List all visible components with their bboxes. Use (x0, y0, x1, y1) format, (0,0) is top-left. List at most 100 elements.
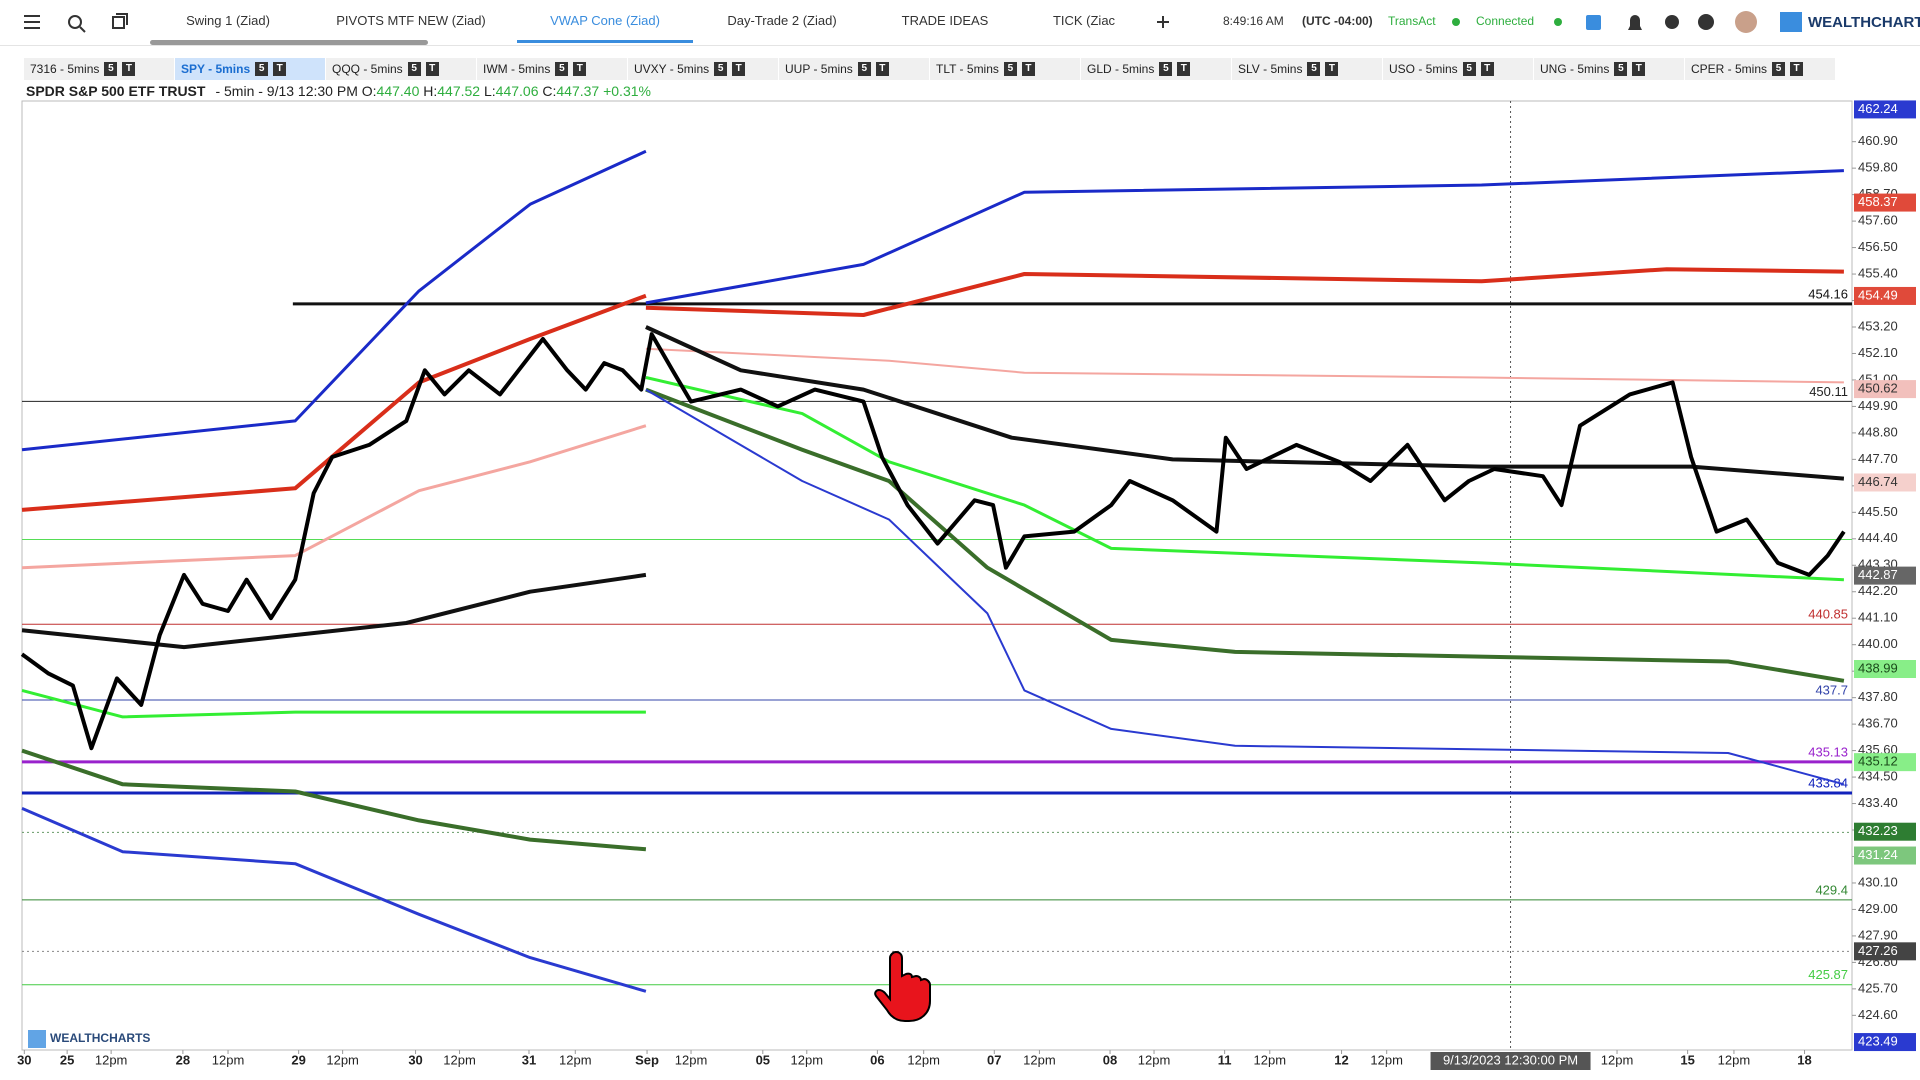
x-tick-label: 12pm (1254, 1052, 1287, 1067)
x-tick-label: 12pm (1023, 1052, 1056, 1067)
price-tag (1854, 380, 1916, 399)
badge[interactable]: 5 (1772, 62, 1786, 76)
badge[interactable]: T (732, 62, 746, 76)
change: +0.31% (603, 83, 651, 99)
symbol-tab[interactable]: QQQ - 5mins 5 T (326, 58, 476, 80)
layout-tab[interactable]: VWAP Cone (Ziad) (550, 13, 660, 28)
layout-tab[interactable]: PIVOTS MTF NEW (Ziad) (336, 13, 486, 28)
price-tag-label: 442.87 (1858, 567, 1898, 582)
price-tag-label: 462.24 (1858, 101, 1898, 116)
badge[interactable]: T (1021, 62, 1035, 76)
badge[interactable]: 5 (1614, 62, 1628, 76)
symbol-tab[interactable]: CPER - 5mins 5 T (1685, 58, 1835, 80)
badge[interactable]: 5 (555, 62, 569, 76)
layout-icon[interactable] (112, 16, 125, 29)
symbol-tab[interactable]: SPY - 5mins 5 T (175, 58, 325, 80)
badge[interactable]: 5 (255, 62, 269, 76)
settings-icon[interactable] (1665, 15, 1679, 29)
o-label: O: (361, 83, 377, 99)
search-icon[interactable] (68, 15, 82, 29)
info: - 5min - 9/13 12:30 PM (215, 83, 358, 99)
badge[interactable]: T (1632, 62, 1646, 76)
y-tick-label: 433.40 (1858, 795, 1898, 810)
layout-tab[interactable]: Day-Trade 2 (Ziad) (727, 13, 837, 28)
crosshair-label-bg (1430, 1052, 1591, 1070)
avatar[interactable] (1735, 11, 1757, 33)
symbol-name: SPDR S&P 500 ETF TRUST (26, 83, 206, 99)
badge[interactable]: T (1790, 62, 1804, 76)
badge[interactable]: T (425, 62, 439, 76)
help-icon[interactable] (1698, 14, 1714, 30)
x-tick-label: 30 (17, 1052, 31, 1067)
badge[interactable]: 5 (1462, 62, 1476, 76)
series-line (21, 807, 647, 993)
y-tick-label: 452.10 (1858, 345, 1898, 360)
symbol-tab[interactable]: GLD - 5mins 5 T (1081, 58, 1231, 80)
symbol-tab[interactable]: SLV - 5mins 5 T (1232, 58, 1382, 80)
x-tick-label: 29 (291, 1052, 305, 1067)
symbol-tab[interactable]: TLT - 5mins 5 T (930, 58, 1080, 80)
symbol-label: GLD - 5mins (1087, 62, 1155, 76)
badge[interactable]: 5 (104, 62, 118, 76)
series-line (21, 424, 647, 570)
symbol-tab[interactable]: IWM - 5mins 5 T (477, 58, 627, 80)
add-tab-icon[interactable] (1157, 16, 1169, 28)
badge[interactable]: 5 (1003, 62, 1017, 76)
series-line (645, 169, 1844, 305)
transact[interactable]: TransAct (1388, 14, 1436, 28)
toolbar-icons: WEALTHCHARTS 8:49:16 AM (UTC -04:00) Tra… (24, 11, 1920, 33)
price-tag (1854, 1033, 1916, 1052)
badge[interactable]: T (273, 62, 287, 76)
chart-header: SPDR S&P 500 ETF TRUST - 5min - 9/13 12:3… (26, 83, 651, 99)
y-tick-label: 448.80 (1858, 424, 1898, 439)
layout-tab[interactable]: TICK (Ziac (1052, 13, 1116, 28)
level-label: 429.4 (1815, 882, 1848, 897)
layout-tab[interactable]: TRADE IDEAS (901, 13, 989, 28)
badge[interactable]: T (875, 62, 889, 76)
badge[interactable]: 5 (857, 62, 871, 76)
x-tick-label: 12pm (1370, 1052, 1403, 1067)
symbol-tab[interactable]: 7316 - 5mins 5 T (24, 58, 174, 80)
y-tick-label: 457.60 (1858, 213, 1898, 228)
menu-icon[interactable] (24, 15, 40, 29)
y-tick-label: 456.50 (1858, 239, 1898, 254)
open: 447.40 (376, 83, 420, 99)
badge[interactable]: 5 (1307, 62, 1321, 76)
layout-tab[interactable]: Swing 1 (Ziad) (186, 13, 270, 28)
x-tick-label: 12 (1334, 1052, 1348, 1067)
level-label: 433.84 (1808, 775, 1848, 790)
series-line (21, 688, 646, 719)
x-tick-label: Sep (635, 1052, 659, 1067)
series-line (645, 347, 1844, 384)
level-label: 440.85 (1808, 607, 1848, 622)
alert-icon[interactable] (1628, 15, 1642, 30)
badge[interactable]: 5 (714, 62, 728, 76)
tab-scrollbar[interactable] (150, 40, 428, 45)
price-tag-label: 432.23 (1858, 823, 1898, 838)
x-tick-label: 12pm (675, 1052, 708, 1067)
series-line (645, 325, 1845, 481)
save-icon[interactable] (1586, 15, 1601, 30)
symbol-label: CPER - 5mins (1691, 62, 1768, 76)
symbol-label: UNG - 5mins (1540, 62, 1610, 76)
symbol-tab[interactable]: UNG - 5mins 5 T (1534, 58, 1684, 80)
series-line (21, 748, 647, 852)
y-tick-label: 430.10 (1858, 874, 1898, 889)
price-tag-label: 458.37 (1858, 194, 1898, 209)
badge[interactable]: T (1325, 62, 1339, 76)
badge[interactable]: T (122, 62, 136, 76)
price-tag-label: 450.62 (1858, 381, 1898, 396)
badge[interactable]: T (573, 62, 587, 76)
badge[interactable]: T (1480, 62, 1494, 76)
y-tick-label: 424.60 (1858, 1007, 1898, 1022)
badge[interactable]: T (1177, 62, 1191, 76)
symbol-tab[interactable]: UVXY - 5mins 5 T (628, 58, 778, 80)
symbol-label: 7316 - 5mins (30, 62, 100, 76)
y-tick-label: 447.70 (1858, 451, 1898, 466)
badge[interactable]: 5 (1159, 62, 1173, 76)
watermark-mark (28, 1030, 46, 1048)
badge[interactable]: 5 (407, 62, 421, 76)
symbol-tab[interactable]: UUP - 5mins 5 T (779, 58, 929, 80)
symbol-tab[interactable]: USO - 5mins 5 T (1383, 58, 1533, 80)
